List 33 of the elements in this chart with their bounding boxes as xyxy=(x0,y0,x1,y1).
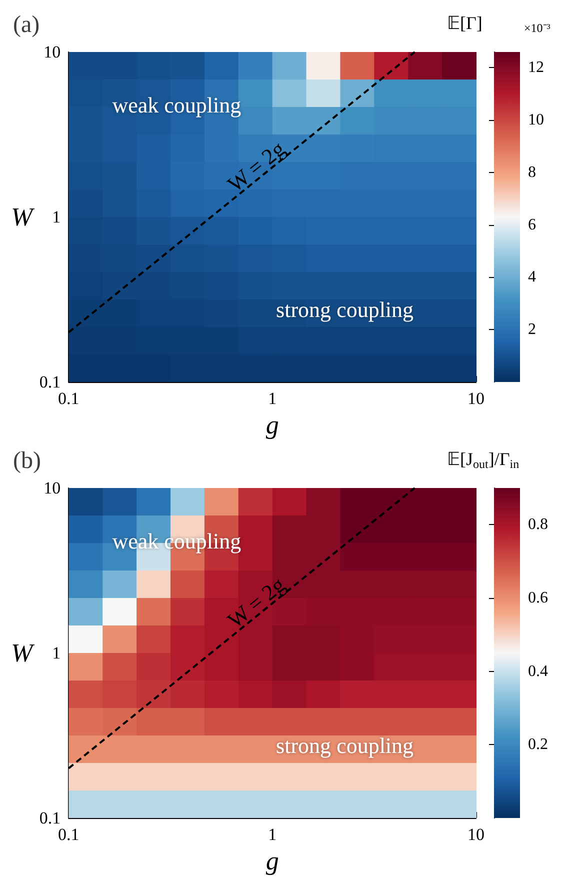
x-axis-title: g xyxy=(266,410,279,440)
y-tick-label: 10 xyxy=(44,42,61,62)
color-bar-label: 4 xyxy=(528,268,536,286)
chart-title: (b) xyxy=(13,448,41,474)
annotation: W = 2g xyxy=(222,572,290,633)
color-bar-label: 2 xyxy=(528,321,536,338)
chart-title: (a) xyxy=(13,12,40,38)
annotation: strong coupling xyxy=(276,732,414,758)
color-bar-label: 8 xyxy=(528,164,536,181)
annotation: W = 2g xyxy=(222,136,290,197)
color-bar-label: 12 xyxy=(528,59,544,76)
x-axis-title: g xyxy=(266,846,279,876)
x-tick-label: 1 xyxy=(268,825,277,844)
y-tick-label: 1 xyxy=(52,208,61,226)
color-bar-label: 0.8 xyxy=(528,516,548,534)
y-axis-title: W xyxy=(10,202,35,232)
y-axis-title: W xyxy=(10,638,35,668)
x-tick-label: 10 xyxy=(468,389,484,408)
y-tick-label: 1 xyxy=(52,644,61,662)
y-tick-label: 10 xyxy=(44,478,61,498)
annotation: strong coupling xyxy=(276,296,414,322)
color-bar-label: 10 xyxy=(528,112,544,129)
x-tick-label: 10 xyxy=(468,825,484,844)
x-tick-label: 1 xyxy=(268,389,277,408)
color-bar-title: 𝔼[Γ] xyxy=(447,13,482,33)
y-tick-label: 0.1 xyxy=(39,372,61,392)
y-tick-label: 0.1 xyxy=(39,808,61,828)
color-bar-label: 0.2 xyxy=(528,736,548,754)
annotation: weak coupling xyxy=(112,92,242,118)
color-bar-label: 6 xyxy=(528,216,536,234)
color-bar-label: 0.6 xyxy=(528,590,548,606)
text: ×10⁻³ xyxy=(524,21,551,35)
color-bar-label: 0.4 xyxy=(528,662,548,680)
